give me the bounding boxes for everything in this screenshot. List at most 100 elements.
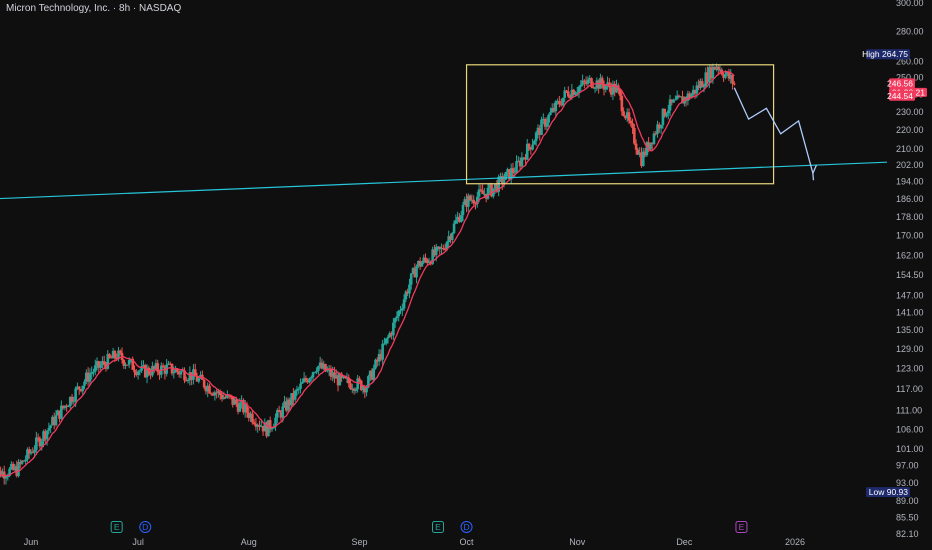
candle-body: [634, 143, 638, 150]
candle-body: [8, 468, 11, 476]
candle-body: [68, 396, 72, 407]
candle-body: [727, 71, 731, 79]
candle-body: [110, 357, 113, 359]
candle-body: [220, 394, 224, 399]
candle-body: [733, 83, 736, 85]
candle-body: [233, 399, 236, 405]
candle-body: [11, 463, 15, 470]
y-axis-tick-label: 117.00: [896, 384, 923, 394]
candle-body: [367, 376, 370, 388]
candle-body: [52, 416, 56, 426]
candle-body: [347, 377, 351, 384]
candle-body: [384, 338, 388, 344]
candle-body: [243, 404, 247, 413]
event-marker: D: [139, 521, 152, 533]
candle-body: [536, 127, 540, 133]
candle-body: [167, 363, 170, 365]
candle-body: [545, 122, 549, 127]
candle-body: [43, 431, 47, 440]
y-axis-tick-label: 260.00: [896, 57, 924, 67]
candle-body: [199, 374, 202, 379]
candle-body: [422, 257, 426, 263]
event-marker-label: D: [463, 522, 469, 532]
candle-body: [67, 406, 70, 408]
candle-body: [552, 108, 556, 112]
candle-body: [115, 358, 118, 360]
event-marker: E: [735, 521, 748, 533]
candle-body: [663, 108, 666, 117]
y-axis-tick-label: 250.00: [896, 73, 924, 83]
candle-body: [302, 378, 306, 383]
candle-body: [36, 437, 40, 439]
candle-body: [467, 195, 470, 207]
candle-body: [458, 216, 461, 223]
candle-body: [342, 376, 345, 378]
candle-body: [190, 372, 193, 380]
candle-body: [122, 359, 126, 366]
candle-body: [61, 405, 65, 409]
candle-body: [249, 413, 252, 418]
event-marker-shape: [735, 521, 748, 533]
candle-body: [566, 91, 570, 97]
candle-body: [217, 390, 220, 393]
candle-body: [63, 405, 67, 409]
projection-path: [733, 87, 817, 176]
candle-body: [690, 94, 693, 99]
candle-body: [49, 425, 52, 429]
candle-body: [83, 381, 86, 386]
candle-body: [558, 100, 561, 105]
candle-body: [563, 90, 567, 98]
candle-body: [700, 81, 704, 88]
candle-body: [365, 387, 368, 393]
candle-body: [326, 370, 329, 372]
candle-body: [127, 360, 131, 365]
candle-body: [452, 223, 456, 233]
y-axis-tick-label: 162.00: [896, 250, 924, 260]
candle-body: [381, 343, 384, 360]
candle-body: [547, 114, 550, 123]
candle-body: [81, 385, 85, 392]
x-axis-tick-label: Nov: [569, 537, 586, 547]
candle-body: [691, 89, 695, 95]
candle-body: [395, 316, 399, 319]
candle-body: [402, 299, 406, 309]
candle-body: [60, 405, 63, 419]
candle-body: [236, 403, 240, 412]
candle-body: [117, 350, 120, 360]
candle-body: [231, 396, 235, 405]
event-marker-label: E: [435, 522, 441, 532]
candle-body: [297, 388, 301, 390]
candle-body: [620, 95, 624, 112]
candle-body: [440, 247, 443, 250]
candle-body: [138, 370, 142, 372]
candle-body: [513, 172, 517, 174]
candle-body: [515, 161, 518, 173]
candle-body: [195, 376, 199, 382]
last-price-label: 246.56: [887, 78, 915, 89]
candle-body: [256, 424, 260, 427]
y-axis-tick-label: 210.00: [896, 144, 924, 154]
candle-body: [559, 104, 563, 106]
candle-body: [397, 310, 401, 317]
candle-body: [368, 370, 372, 377]
candle-body: [431, 249, 434, 264]
event-marker-label: D: [142, 522, 148, 532]
candle-body: [583, 80, 586, 83]
candle-body: [404, 291, 408, 300]
ma-value-label: 244.54: [887, 90, 915, 101]
candle-body: [124, 364, 127, 366]
y-axis-tick-label: 194.00: [896, 177, 924, 187]
candle-body: [586, 79, 590, 84]
candle-body: [434, 246, 438, 256]
candle-body: [358, 378, 361, 381]
candle-body: [611, 83, 615, 95]
event-marker: E: [110, 521, 123, 533]
candle-body: [506, 169, 509, 173]
y-axis-tick-label: 300.00: [896, 0, 924, 8]
candle-body: [181, 370, 185, 372]
candle-body: [263, 422, 267, 432]
candle-body: [211, 393, 215, 396]
candle-body: [206, 385, 210, 392]
candle-body: [261, 425, 265, 432]
